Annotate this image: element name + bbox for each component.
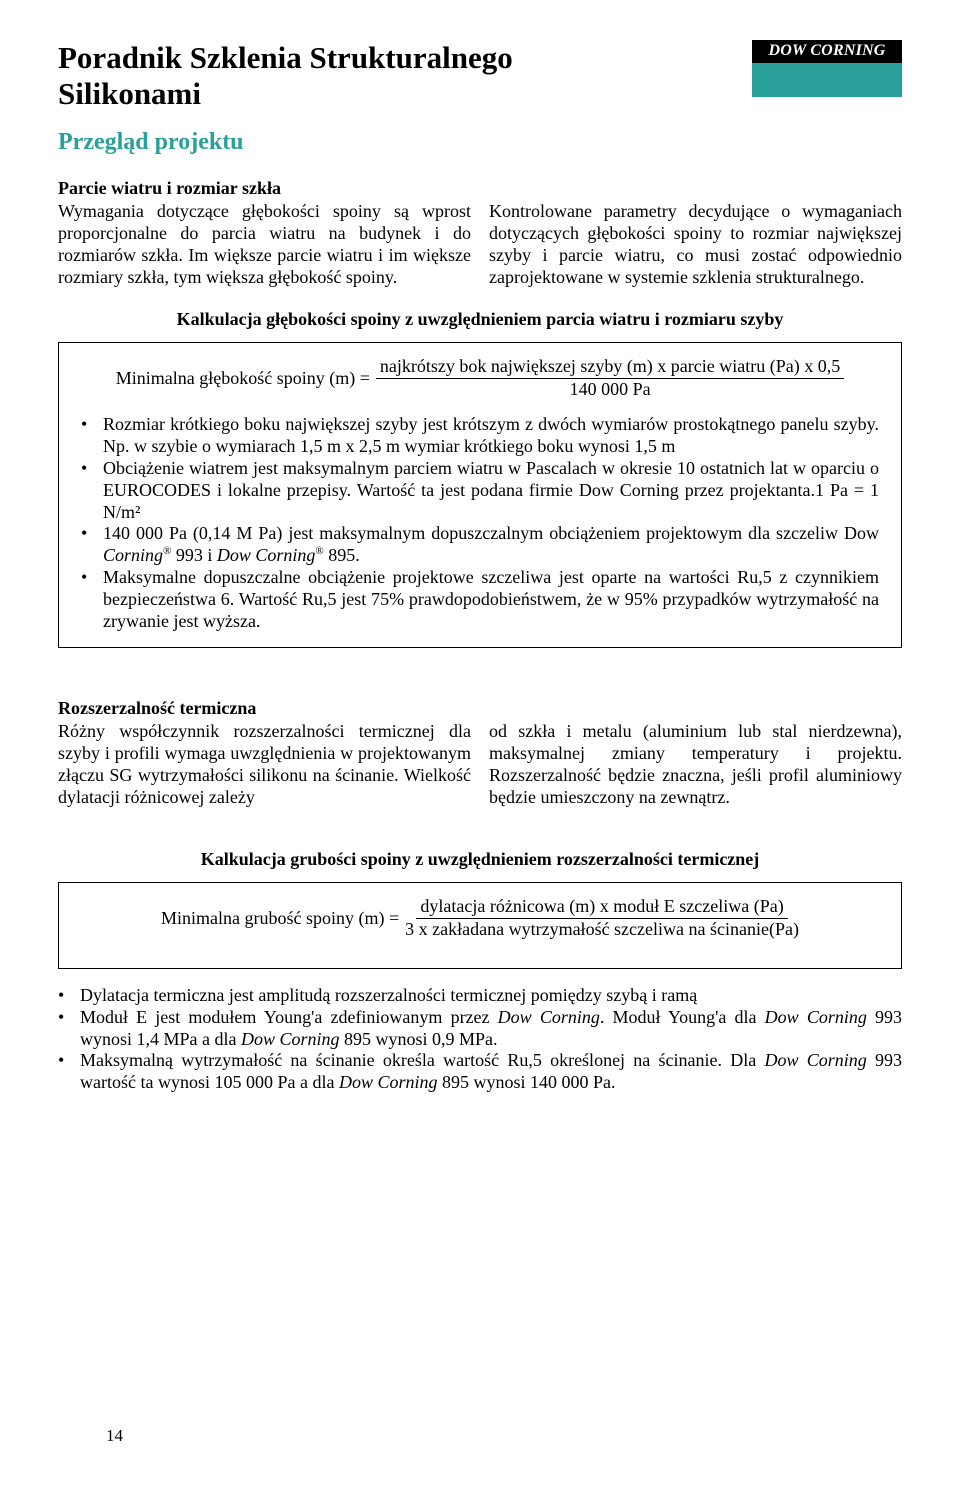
formula1-title: Kalkulacja głębokości spoiny z uwzględni… [58, 309, 902, 330]
brand-logo: DOW CORNING [752, 40, 902, 97]
formula1-box: Minimalna głębokość spoiny (m) = najkrót… [58, 342, 902, 648]
formula1-equation: Minimalna głębokość spoiny (m) = najkrót… [81, 357, 879, 400]
list-item: 140 000 Pa (0,14 M Pa) jest maksymalnym … [81, 523, 879, 567]
formula1-bullets: Rozmiar krótkiego boku największej szyby… [81, 414, 879, 634]
formula1-lhs: Minimalna głębokość spoiny (m) = [116, 368, 370, 389]
list-item: Rozmiar krótkiego boku największej szyby… [81, 414, 879, 458]
formula1-num: najkrótszy bok największej szyby (m) x p… [376, 357, 844, 379]
section2-body: Różny współczynnik rozszerzalności termi… [58, 721, 902, 809]
formula2-box: Minimalna grubość spoiny (m) = dylatacja… [58, 882, 902, 969]
section1-heading: Parcie wiatru i rozmiar szkła [58, 178, 902, 199]
section-subtitle: Przegląd projektu [58, 129, 902, 156]
formula2-lhs: Minimalna grubość spoiny (m) = [161, 908, 399, 929]
formula2-equation: Minimalna grubość spoiny (m) = dylatacja… [81, 897, 879, 940]
list-item: Dylatacja termiczna jest amplitudą rozsz… [58, 985, 902, 1007]
logo-swatch [752, 63, 902, 97]
formula2-fraction: dylatacja różnicowa (m) x moduł E szczel… [405, 897, 799, 940]
section1-right: Kontrolowane parametry decydujące o wyma… [489, 201, 902, 289]
formula1-fraction: najkrótszy bok największej szyby (m) x p… [376, 357, 844, 400]
formula2-title: Kalkulacja grubości spoiny z uwzględnien… [58, 849, 902, 870]
title-line2: Silikonami [58, 76, 201, 111]
formula1-den: 140 000 Pa [570, 379, 651, 400]
list-item: Moduł E jest modułem Young'a zdefiniowan… [58, 1007, 902, 1051]
list-item: Maksymalną wytrzymałość na ścinanie okre… [58, 1050, 902, 1094]
section2-left: Różny współczynnik rozszerzalności termi… [58, 721, 471, 809]
section1-left: Wymagania dotyczące głębokości spoiny są… [58, 201, 471, 289]
section1-body: Wymagania dotyczące głębokości spoiny są… [58, 201, 902, 289]
formula2-bullets: Dylatacja termiczna jest amplitudą rozsz… [58, 985, 902, 1095]
list-item: Maksymalne dopuszczalne obciążenie proje… [81, 567, 879, 633]
list-item: Obciążenie wiatrem jest maksymalnym parc… [81, 458, 879, 524]
formula2-den: 3 x zakładana wytrzymałość szczeliwa na … [405, 919, 799, 940]
header-row: Poradnik Szklenia Strukturalnego Silikon… [58, 40, 902, 111]
section2-heading: Rozszerzalność termiczna [58, 698, 902, 719]
title-line1: Poradnik Szklenia Strukturalnego [58, 40, 513, 75]
formula2-num: dylatacja różnicowa (m) x moduł E szczel… [416, 897, 787, 919]
document-title: Poradnik Szklenia Strukturalnego Silikon… [58, 40, 513, 111]
logo-text: DOW CORNING [752, 40, 902, 63]
section2-right: od szkła i metalu (aluminium lub stal ni… [489, 721, 902, 809]
page-number: 14 [106, 1426, 123, 1446]
